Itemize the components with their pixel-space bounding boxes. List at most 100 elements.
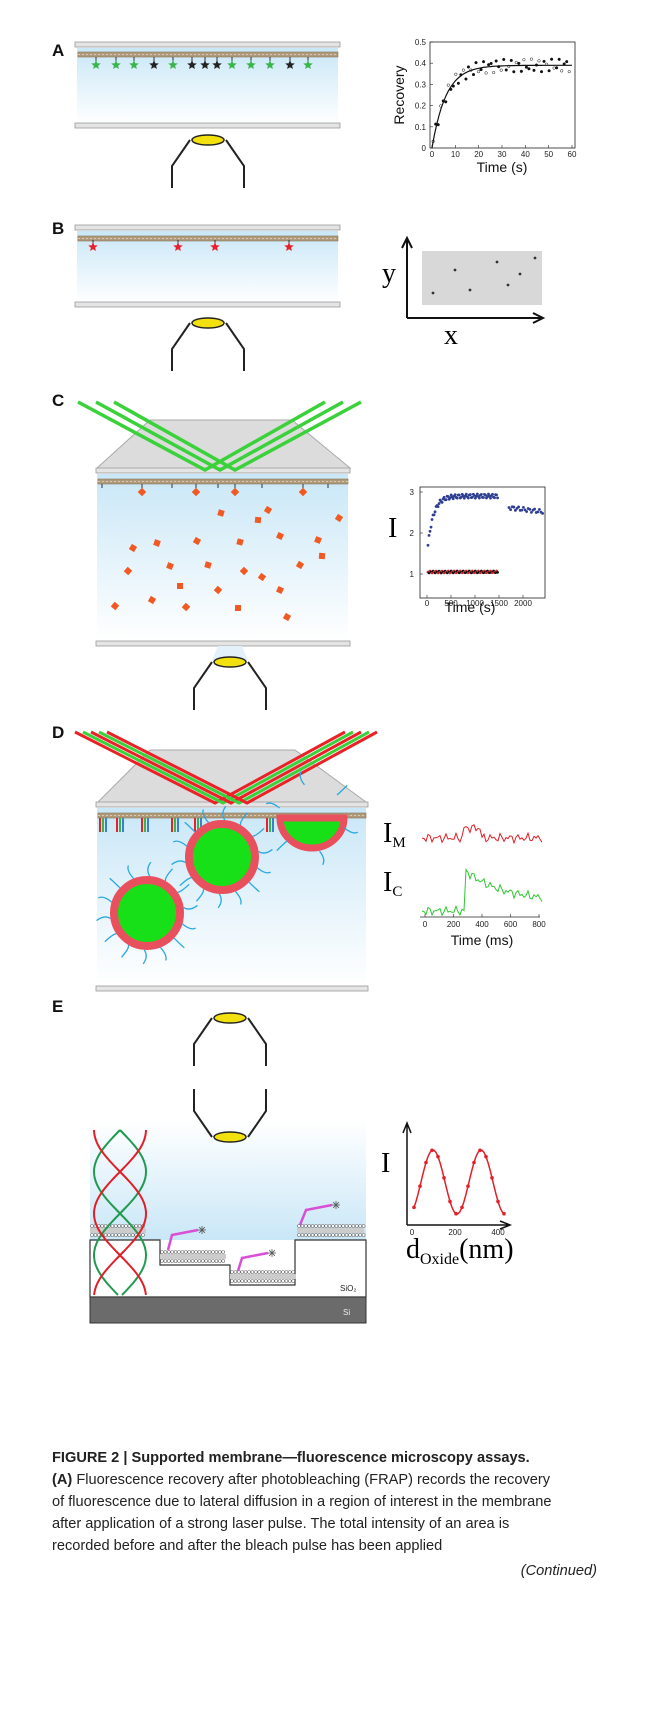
lipid xyxy=(321,1225,324,1228)
lipid xyxy=(338,1234,341,1237)
lipid xyxy=(222,1260,225,1263)
lipid xyxy=(352,1225,355,1228)
panel-label: B xyxy=(52,219,64,238)
data-point xyxy=(510,59,513,62)
lipid xyxy=(342,1225,345,1228)
lipid xyxy=(288,1280,291,1283)
lipid xyxy=(292,1271,295,1274)
lipid xyxy=(258,1280,261,1283)
lipid xyxy=(138,1225,141,1228)
lipid xyxy=(362,1234,365,1237)
glass-slide xyxy=(96,986,368,991)
glass-slide xyxy=(96,641,350,646)
lipid xyxy=(349,1234,352,1237)
data-point xyxy=(512,506,515,509)
lipid xyxy=(349,1225,352,1228)
x-axis-label: Time (s) xyxy=(445,599,496,615)
lipid xyxy=(278,1280,281,1283)
glass-slide xyxy=(75,123,340,128)
lipid xyxy=(328,1225,331,1228)
lipid xyxy=(171,1260,174,1263)
free-particle xyxy=(177,583,183,589)
objective-lens xyxy=(192,318,224,328)
data-point xyxy=(454,493,457,496)
lipid xyxy=(121,1234,124,1237)
lipid xyxy=(355,1225,358,1228)
lipid xyxy=(212,1260,215,1263)
camera-image xyxy=(422,251,542,305)
x-tick-label: 0 xyxy=(430,150,435,159)
data-point xyxy=(538,508,541,511)
lipid xyxy=(315,1225,318,1228)
lipid xyxy=(332,1234,335,1237)
spot xyxy=(519,273,522,276)
data-point xyxy=(490,62,493,65)
y-tick-label: 0.2 xyxy=(415,102,427,111)
lipid xyxy=(218,1251,221,1254)
y-axis-label: I xyxy=(388,513,397,544)
lipid xyxy=(362,1225,365,1228)
spot xyxy=(454,269,457,272)
data-point xyxy=(433,513,436,516)
data-point xyxy=(548,69,551,72)
lipid xyxy=(325,1234,328,1237)
lipid xyxy=(271,1271,274,1274)
lipid xyxy=(178,1251,181,1254)
data-point xyxy=(540,70,543,73)
data-point xyxy=(465,78,468,81)
data-point xyxy=(528,508,531,511)
lipid xyxy=(108,1234,111,1237)
spot xyxy=(507,284,510,287)
x-tick-label: 600 xyxy=(504,920,518,929)
y-tick-label: 1 xyxy=(410,570,415,579)
caption-line: of fluorescence due to lateral diffusion… xyxy=(52,1494,551,1510)
lipid xyxy=(248,1280,251,1283)
data-point xyxy=(520,509,523,512)
data-point xyxy=(482,60,485,63)
lipid xyxy=(345,1225,348,1228)
lipid xyxy=(315,1234,318,1237)
lipid xyxy=(271,1280,274,1283)
data-point xyxy=(505,69,508,72)
figure-page: 0.50.40.30.20.10010203040506032105001000… xyxy=(0,0,658,1729)
data-point xyxy=(469,493,472,496)
lipid xyxy=(94,1234,97,1237)
x-tick-label: 10 xyxy=(451,150,460,159)
data-point xyxy=(493,496,496,499)
lipid xyxy=(205,1260,208,1263)
y-tick-label: 0.3 xyxy=(415,80,427,89)
lipid xyxy=(111,1234,114,1237)
y-tick-label: 0 xyxy=(422,144,427,153)
lipid xyxy=(208,1251,211,1254)
x-tick-label: 40 xyxy=(521,150,530,159)
lipid xyxy=(338,1225,341,1228)
lipid xyxy=(311,1225,314,1228)
data-point xyxy=(495,60,498,63)
lipid xyxy=(332,1225,335,1228)
free-particle xyxy=(319,553,325,559)
data-point xyxy=(496,571,499,574)
vesicle xyxy=(114,880,180,946)
data-point xyxy=(555,66,558,69)
lipid xyxy=(201,1251,204,1254)
data-point xyxy=(442,100,445,103)
objective-lens xyxy=(192,135,224,145)
lipid xyxy=(118,1234,121,1237)
data-point xyxy=(444,101,447,104)
data-point xyxy=(533,508,536,511)
objective-lens xyxy=(214,1132,246,1142)
lipid xyxy=(241,1271,244,1274)
lipid xyxy=(244,1271,247,1274)
data-point xyxy=(445,498,448,501)
lipid xyxy=(352,1234,355,1237)
lipid xyxy=(222,1251,225,1254)
lipid xyxy=(215,1251,218,1254)
x-axis-label: Time (s) xyxy=(477,159,528,175)
vesicle xyxy=(189,824,255,890)
panel-label: A xyxy=(52,41,64,60)
lipid xyxy=(282,1280,285,1283)
x-tick-label: 0 xyxy=(423,920,428,929)
silicon-layer xyxy=(90,1297,366,1323)
lipid xyxy=(121,1225,124,1228)
lipid xyxy=(191,1251,194,1254)
